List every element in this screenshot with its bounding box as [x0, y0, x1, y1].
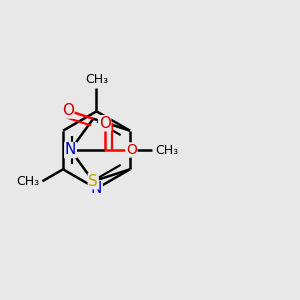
Text: N: N: [91, 181, 102, 196]
Text: S: S: [88, 174, 98, 189]
Text: N: N: [65, 142, 76, 158]
Text: O: O: [62, 103, 74, 118]
Text: CH₃: CH₃: [155, 143, 178, 157]
Text: O: O: [99, 116, 111, 131]
Text: CH₃: CH₃: [85, 73, 108, 86]
Text: CH₃: CH₃: [16, 175, 40, 188]
Text: O: O: [126, 143, 137, 157]
